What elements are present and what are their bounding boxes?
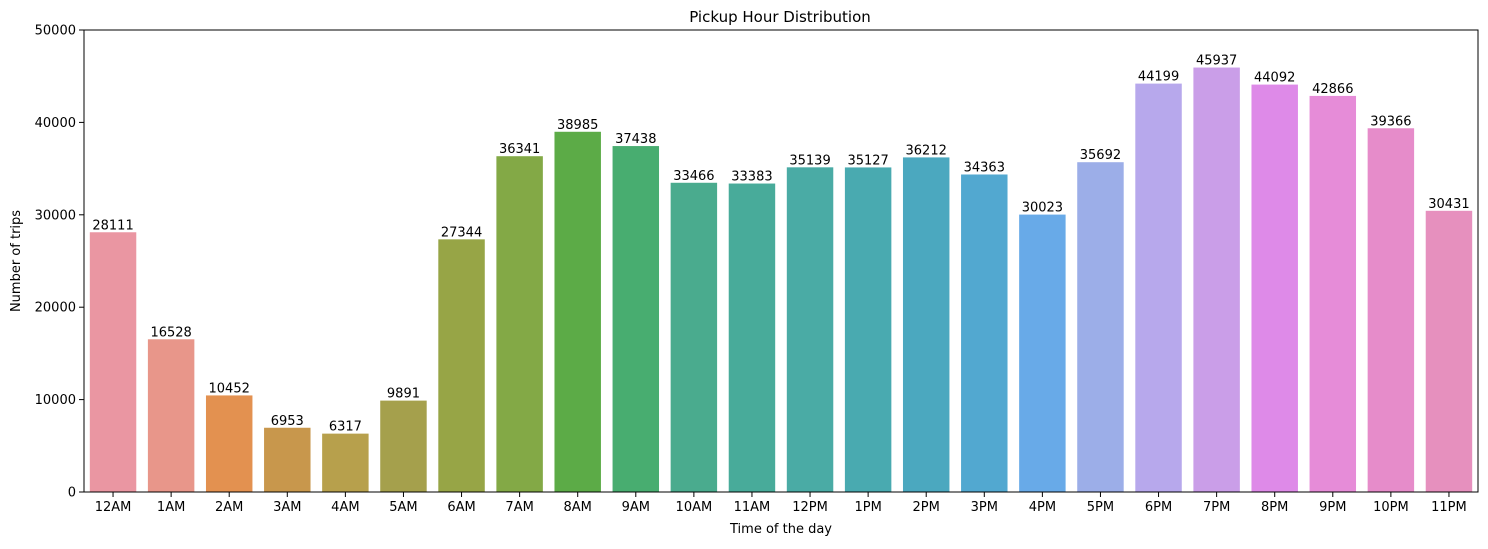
data-label-7pm: 45937: [1196, 54, 1237, 69]
plot-frame: [83, 29, 1479, 493]
x-tick-label: 8PM: [1261, 500, 1288, 515]
data-label-5pm: 35692: [1080, 148, 1121, 163]
data-label-6am: 27344: [441, 225, 482, 240]
data-label-2am: 10452: [209, 381, 250, 396]
data-label-9am: 37438: [615, 132, 656, 147]
data-label-1pm: 35127: [847, 153, 888, 168]
bar-5pm: [1077, 162, 1124, 492]
x-tick-label: 6AM: [447, 500, 475, 515]
y-tick-label: 10000: [35, 393, 76, 408]
x-tick-label: 2AM: [215, 500, 243, 515]
y-axis-ticks: 0 10000 20000 30000 40000 50000: [35, 24, 84, 501]
data-label-11am: 33383: [731, 170, 772, 185]
bar-11am: [728, 183, 776, 492]
data-label-5am: 9891: [387, 387, 420, 402]
bar-5am: [380, 400, 427, 492]
y-tick-label: 50000: [35, 24, 76, 39]
bar-6pm: [1135, 83, 1182, 492]
bar-9pm: [1309, 95, 1357, 493]
data-label-6pm: 44199: [1138, 70, 1179, 85]
x-tick-label: 7PM: [1203, 500, 1230, 515]
data-label-12am: 28111: [92, 218, 133, 233]
bar-1pm: [844, 167, 892, 492]
x-tick-label: 10AM: [676, 500, 713, 515]
x-tick-label: 11PM: [1431, 500, 1467, 515]
bar-12pm: [786, 167, 834, 492]
x-tick-label: 12AM: [95, 500, 132, 515]
y-axis-label: Number of trips: [9, 210, 24, 312]
data-label-4pm: 30023: [1022, 201, 1063, 216]
data-label-10pm: 39366: [1370, 114, 1411, 129]
x-tick-label: 10PM: [1373, 500, 1409, 515]
data-label-3pm: 34363: [964, 160, 1005, 175]
x-tick-label: 4AM: [331, 500, 359, 515]
data-label-10am: 33466: [673, 169, 714, 184]
bar-11pm: [1425, 210, 1473, 492]
x-axis-label: Time of the day: [729, 522, 832, 537]
bars-group: [89, 67, 1473, 493]
x-tick-label: 11AM: [734, 500, 771, 515]
x-tick-label: 8AM: [564, 500, 592, 515]
x-tick-label: 6PM: [1145, 500, 1172, 515]
y-tick-label: 20000: [35, 301, 76, 316]
data-label-7am: 36341: [499, 142, 540, 157]
x-tick-label: 3PM: [971, 500, 998, 515]
data-label-12pm: 35139: [789, 153, 830, 168]
bar-12am: [89, 232, 137, 492]
data-label-8am: 38985: [557, 118, 598, 133]
bar-7am: [496, 156, 543, 492]
data-label-1am: 16528: [150, 325, 191, 340]
bar-7pm: [1193, 67, 1240, 493]
x-tick-label: 7AM: [505, 500, 533, 515]
x-tick-label: 5AM: [389, 500, 417, 515]
data-label-2pm: 36212: [906, 143, 947, 158]
y-tick-label: 30000: [35, 208, 76, 223]
x-axis-ticks: 12AM 1AM 2AM 3AM 4AM 5AM 6AM 7AM 8AM 9AM 10AM 11AM 1…: [95, 492, 1467, 515]
x-tick-label: 12PM: [792, 500, 828, 515]
bar-10am: [670, 182, 718, 492]
x-tick-label: 9PM: [1319, 500, 1346, 515]
data-label-3am: 6953: [271, 414, 304, 429]
data-label-11pm: 30431: [1428, 197, 1469, 212]
data-labels-group: 28111 16528 10452 6953 6317 9891 27344 36341 389…: [92, 54, 1469, 435]
x-tick-label: 4PM: [1029, 500, 1056, 515]
bar-4am: [322, 433, 369, 492]
y-tick-label: 40000: [35, 116, 76, 131]
bar-10pm: [1367, 128, 1415, 492]
bar-9am: [612, 146, 660, 492]
x-tick-label: 1PM: [854, 500, 881, 515]
x-tick-label: 5PM: [1087, 500, 1114, 515]
bar-8pm: [1251, 84, 1298, 493]
bar-6am: [438, 239, 485, 492]
data-label-4am: 6317: [329, 420, 362, 435]
bar-2pm: [902, 157, 950, 492]
x-tick-label: 1AM: [157, 500, 185, 515]
x-tick-label: 9AM: [622, 500, 650, 515]
x-tick-label: 3AM: [273, 500, 301, 515]
x-tick-label: 2PM: [913, 500, 940, 515]
bar-8am: [554, 131, 601, 492]
bar-1am: [147, 339, 195, 492]
data-label-8pm: 44092: [1254, 71, 1295, 86]
chart-title: Pickup Hour Distribution: [689, 8, 871, 26]
bar-2am: [205, 395, 253, 492]
bar-4pm: [1019, 214, 1066, 493]
bar-3am: [264, 427, 311, 492]
bar-3pm: [961, 174, 1008, 492]
y-tick-label: 0: [68, 486, 76, 501]
data-label-9pm: 42866: [1312, 82, 1353, 97]
